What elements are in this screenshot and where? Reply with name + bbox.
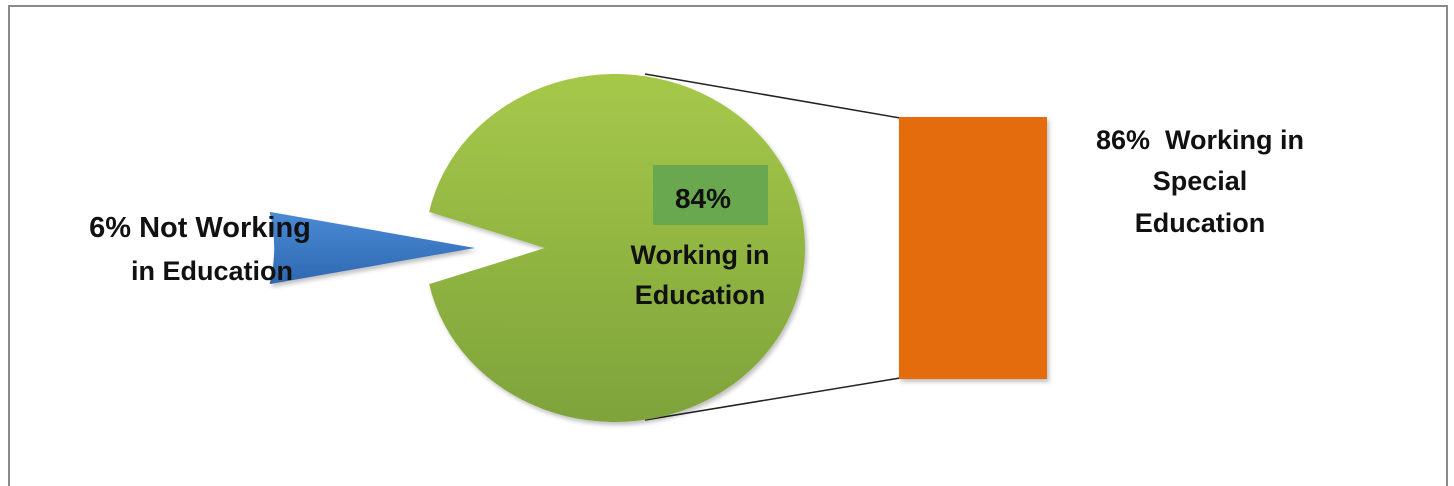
main-slice-label-line-1: Working in <box>631 240 770 270</box>
bar-label-line-3: Education <box>1135 208 1266 238</box>
bar-label-line-2: Special <box>1153 166 1248 196</box>
main-slice-label-line-2: Education <box>635 280 766 310</box>
main-slice-value-label: 84% <box>675 183 731 214</box>
small-slice-label-line-2: in Education <box>131 256 293 286</box>
connector-line-bottom <box>644 377 901 421</box>
pie-slice-working-in-education <box>429 74 806 422</box>
bar-working-in-special-education <box>899 117 1047 379</box>
small-slice-label-line-1: 6% Not Working <box>89 212 311 244</box>
main-slice-value-highlight <box>653 165 768 225</box>
connector-line-top <box>644 73 901 119</box>
bar-label-line-1: 86% Working in <box>1096 125 1304 155</box>
pie-slice-not-working-in-education <box>269 211 475 285</box>
